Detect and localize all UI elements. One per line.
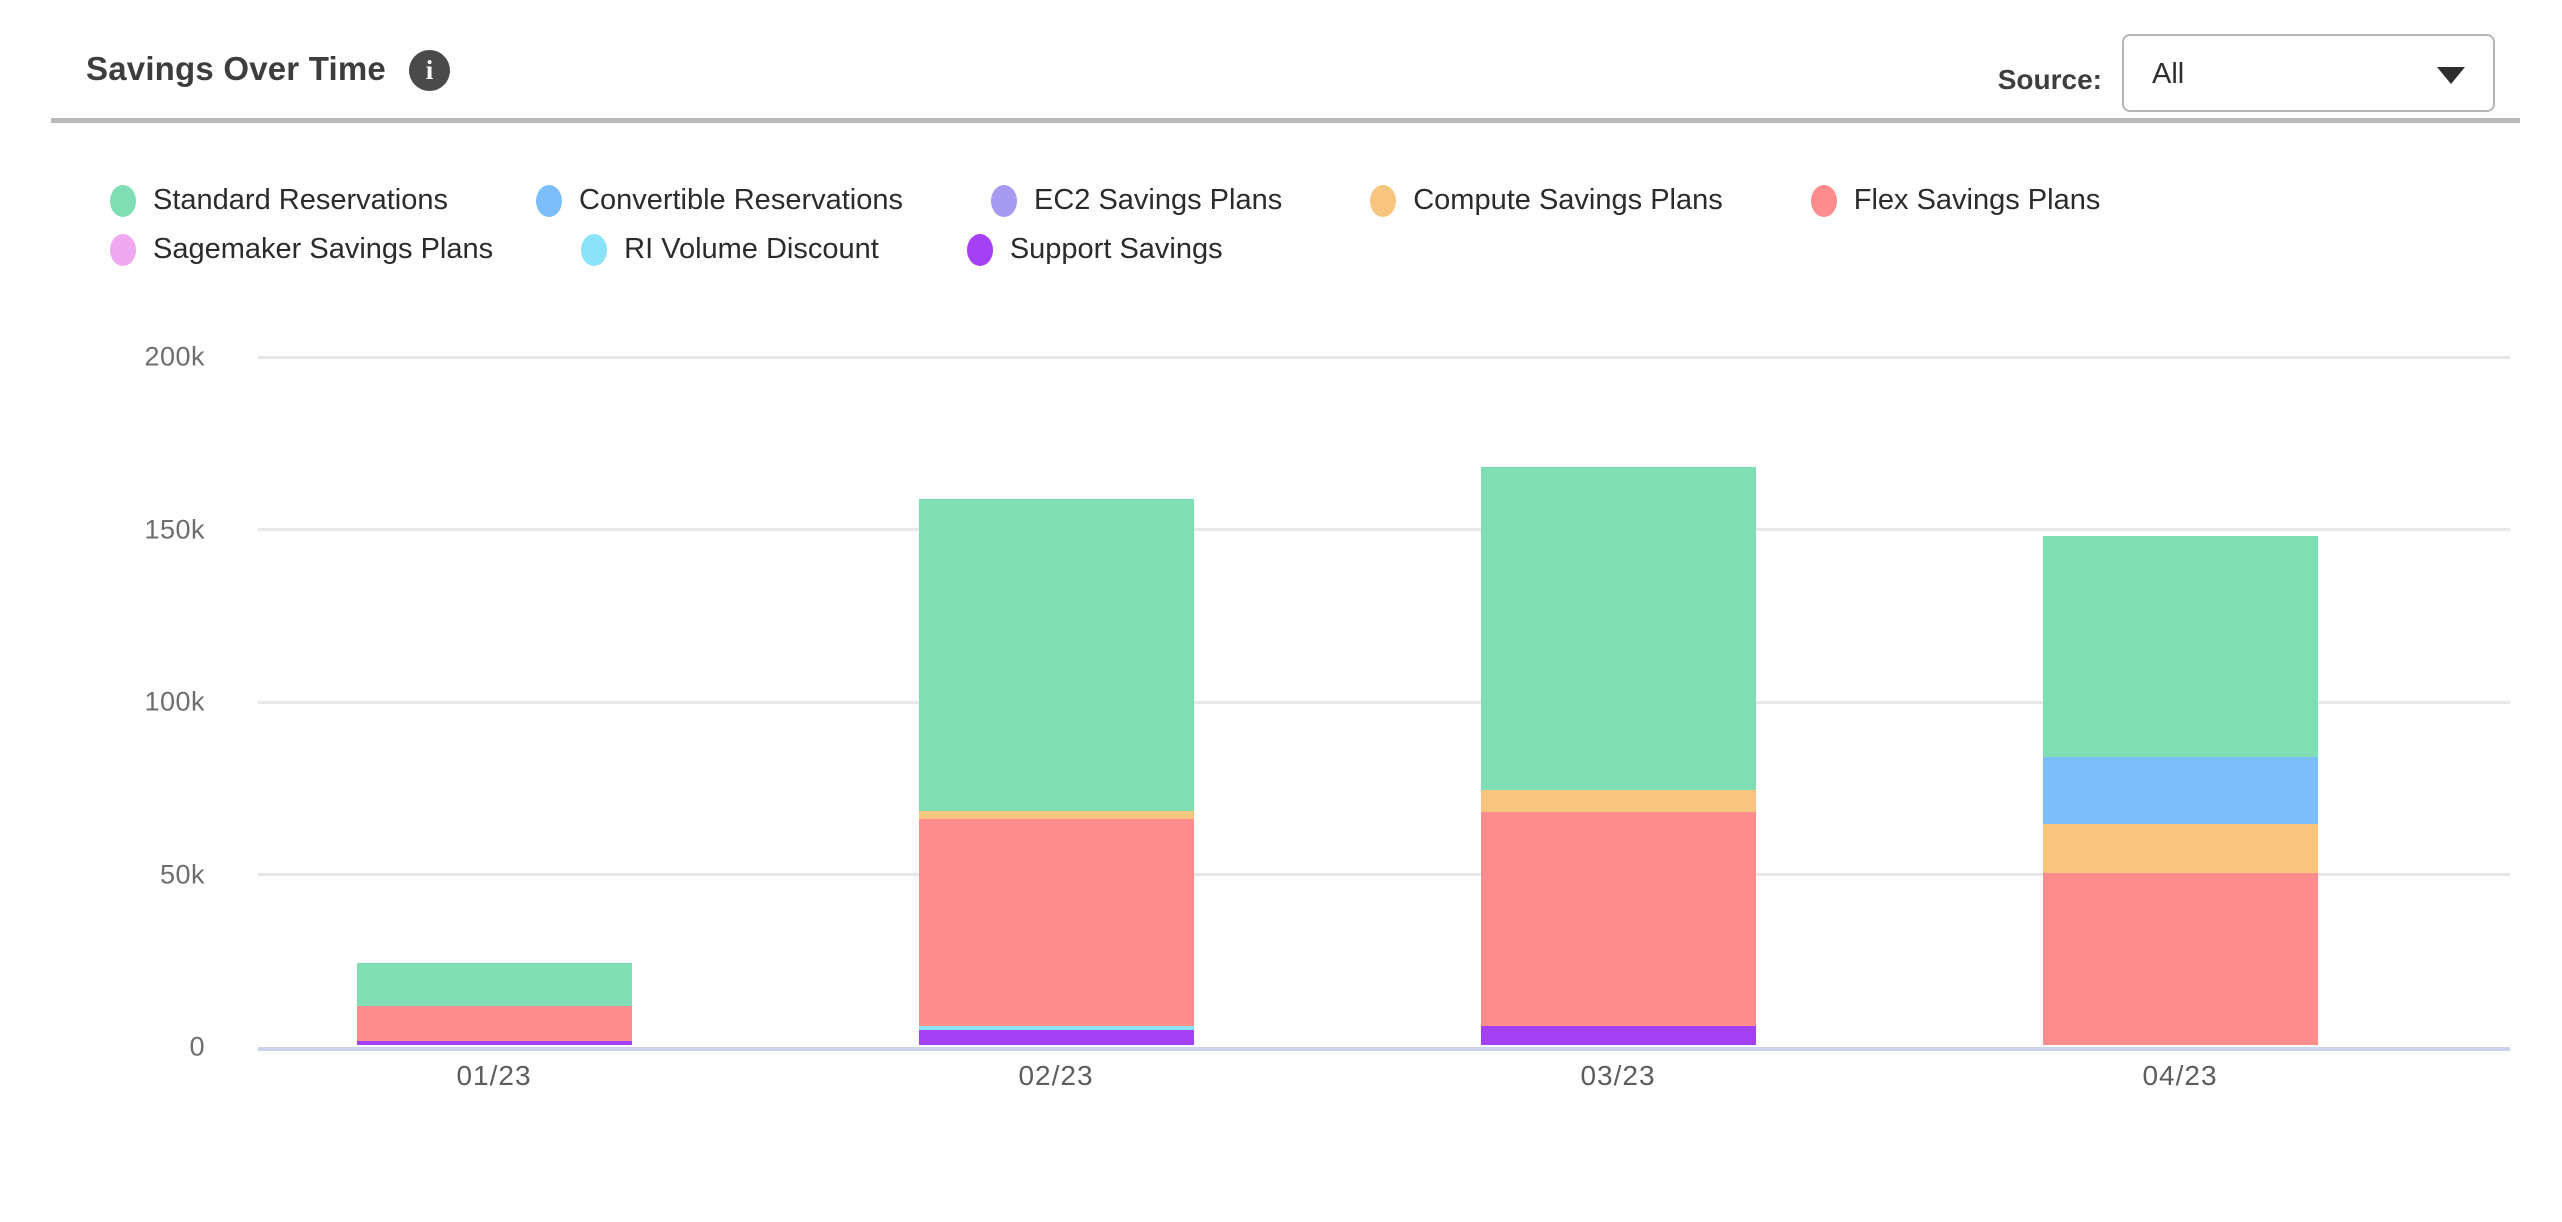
legend-color-dot	[110, 233, 136, 266]
bar-segment[interactable]	[356, 1006, 632, 1041]
bar-segment[interactable]	[1480, 790, 1756, 813]
legend-item-label: Standard Reservations	[153, 184, 448, 216]
x-tick-label: 01/23	[456, 1060, 532, 1091]
y-tick-label: 100k	[144, 686, 205, 717]
bar-segment[interactable]	[1480, 812, 1756, 1027]
info-icon[interactable]: i	[409, 50, 450, 91]
bar-03/23	[1480, 355, 1756, 1045]
bar-segment[interactable]	[356, 963, 632, 1007]
header-divider	[51, 118, 2520, 123]
legend-item[interactable]: Convertible Reservations	[536, 184, 903, 217]
legend-item[interactable]: Support Savings	[966, 233, 1223, 266]
legend-item-label: Compute Savings Plans	[1413, 184, 1723, 216]
x-tick-label: 04/23	[2142, 1060, 2218, 1091]
legend-color-dot	[1810, 184, 1837, 217]
bar-segment[interactable]	[2042, 872, 2318, 1045]
legend-item[interactable]: Compute Savings Plans	[1370, 184, 1723, 217]
y-tick-label: 0	[189, 1031, 205, 1062]
source-dropdown[interactable]: All	[2122, 34, 2495, 112]
source-label: Source:	[1997, 64, 2102, 95]
bar-segment[interactable]	[918, 811, 1194, 820]
legend-color-dot	[581, 233, 608, 266]
gridline	[258, 528, 2510, 531]
bar-segment[interactable]	[918, 1030, 1194, 1045]
legend-color-dot	[536, 184, 562, 217]
bar-segment[interactable]	[918, 819, 1194, 1027]
source-dropdown-value: All	[2152, 58, 2185, 90]
bar-segment[interactable]	[2042, 824, 2318, 873]
bar-01/23	[356, 355, 632, 1045]
legend-color-dot	[990, 184, 1017, 217]
bar-02/23	[918, 355, 1194, 1045]
legend-item-label: RI Volume Discount	[624, 233, 879, 265]
page-title: Savings Over Time	[86, 50, 386, 87]
y-tick-label: 150k	[144, 514, 205, 544]
bar-segment[interactable]	[2042, 756, 2318, 825]
gridline	[258, 700, 2510, 704]
x-axis-line	[258, 1047, 2510, 1051]
bar-segment[interactable]	[2042, 536, 2318, 757]
legend-item[interactable]: Sagemaker Savings Plans	[110, 233, 493, 266]
legend-color-dot	[966, 233, 993, 266]
legend-item-label: Sagemaker Savings Plans	[153, 233, 494, 265]
bar-segment[interactable]	[1480, 1026, 1756, 1045]
panel-header: Savings Over Time i Source: All	[0, 0, 2562, 118]
plot-area	[258, 355, 2510, 1051]
x-tick-label: 02/23	[1018, 1060, 1094, 1091]
legend-item-label: Convertible Reservations	[579, 184, 903, 216]
gridline	[258, 873, 2510, 876]
legend-item[interactable]: EC2 Savings Plans	[990, 184, 1283, 217]
bar-segment[interactable]	[918, 498, 1194, 812]
legend-item-label: EC2 Savings Plans	[1033, 184, 1283, 216]
legend-item-label: Support Savings	[1009, 233, 1223, 265]
legend-item[interactable]: Flex Savings Plans	[1810, 184, 2101, 217]
bar-segment[interactable]	[918, 1026, 1194, 1031]
legend-color-dot	[110, 184, 136, 217]
info-icon-glyph: i	[425, 55, 434, 85]
y-tick-label: 200k	[144, 341, 205, 372]
legend-item[interactable]: RI Volume Discount	[581, 233, 879, 266]
legend-item-label: Flex Savings Plans	[1853, 184, 2101, 216]
chart-legend: Standard Reservations Convertible Reserva…	[110, 184, 2430, 266]
legend-color-dot	[1370, 184, 1397, 217]
bar-segment[interactable]	[356, 1040, 632, 1045]
caret-down-icon	[2437, 67, 2465, 84]
x-tick-label: 03/23	[1580, 1060, 1656, 1091]
y-tick-label: 50k	[159, 859, 205, 889]
gridline	[258, 355, 2510, 359]
bar-04/23	[2042, 355, 2318, 1045]
bar-segment[interactable]	[1480, 467, 1756, 791]
legend-item[interactable]: Standard Reservations	[110, 184, 448, 217]
